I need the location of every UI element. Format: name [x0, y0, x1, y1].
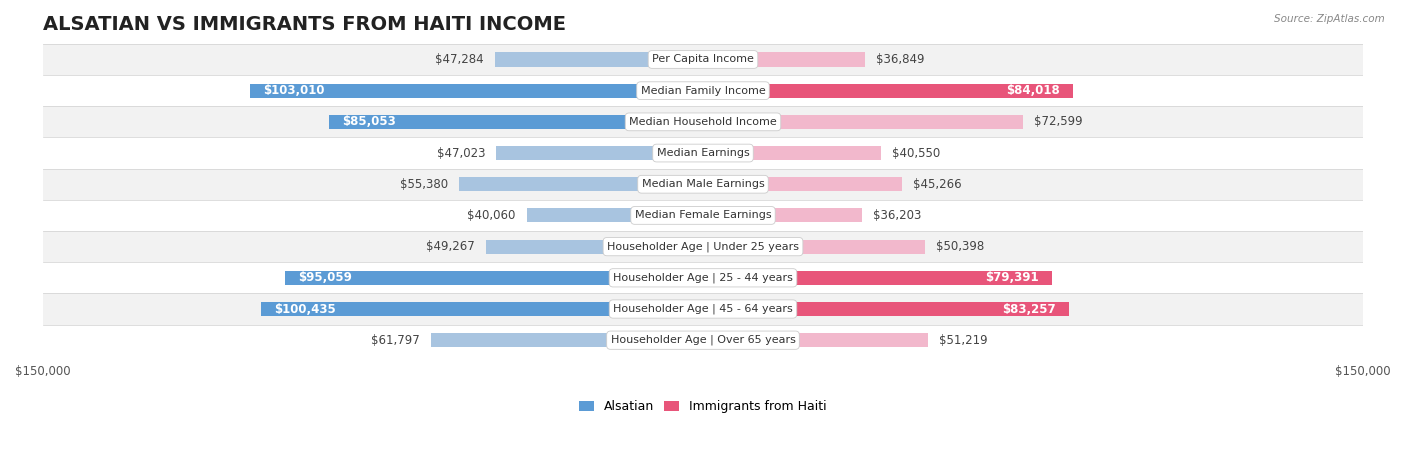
- Bar: [42, 262, 1364, 293]
- Bar: [42, 137, 1364, 169]
- Bar: [703, 177, 903, 191]
- Text: $51,219: $51,219: [939, 334, 988, 347]
- Bar: [42, 169, 1364, 200]
- Bar: [284, 271, 703, 285]
- Bar: [703, 84, 1073, 98]
- Bar: [496, 146, 703, 160]
- Bar: [703, 240, 925, 254]
- Text: $100,435: $100,435: [274, 303, 336, 316]
- Text: $103,010: $103,010: [263, 84, 325, 97]
- Bar: [42, 106, 1364, 137]
- Text: $40,060: $40,060: [467, 209, 516, 222]
- Text: Householder Age | Under 25 years: Householder Age | Under 25 years: [607, 241, 799, 252]
- Text: $45,266: $45,266: [914, 178, 962, 191]
- Text: $85,053: $85,053: [342, 115, 395, 128]
- Bar: [703, 115, 1022, 129]
- Text: $40,550: $40,550: [893, 147, 941, 160]
- Text: $49,267: $49,267: [426, 240, 475, 253]
- Bar: [42, 293, 1364, 325]
- Text: Source: ZipAtlas.com: Source: ZipAtlas.com: [1274, 14, 1385, 24]
- Text: $36,849: $36,849: [876, 53, 925, 66]
- Bar: [495, 52, 703, 66]
- Text: $83,257: $83,257: [1002, 303, 1056, 316]
- Bar: [486, 240, 703, 254]
- Bar: [42, 200, 1364, 231]
- Bar: [703, 146, 882, 160]
- Text: Per Capita Income: Per Capita Income: [652, 55, 754, 64]
- Text: $72,599: $72,599: [1033, 115, 1083, 128]
- Text: $55,380: $55,380: [401, 178, 449, 191]
- Text: Median Family Income: Median Family Income: [641, 85, 765, 96]
- Bar: [703, 52, 865, 66]
- Text: Median Earnings: Median Earnings: [657, 148, 749, 158]
- Bar: [432, 333, 703, 347]
- Bar: [42, 44, 1364, 75]
- Text: Median Male Earnings: Median Male Earnings: [641, 179, 765, 189]
- Bar: [703, 333, 928, 347]
- Bar: [42, 325, 1364, 356]
- Bar: [703, 302, 1070, 316]
- Text: Householder Age | 25 - 44 years: Householder Age | 25 - 44 years: [613, 273, 793, 283]
- Text: Householder Age | Over 65 years: Householder Age | Over 65 years: [610, 335, 796, 346]
- Bar: [460, 177, 703, 191]
- Text: Householder Age | 45 - 64 years: Householder Age | 45 - 64 years: [613, 304, 793, 314]
- Text: $61,797: $61,797: [371, 334, 420, 347]
- Text: $47,023: $47,023: [436, 147, 485, 160]
- Text: ALSATIAN VS IMMIGRANTS FROM HAITI INCOME: ALSATIAN VS IMMIGRANTS FROM HAITI INCOME: [42, 15, 565, 34]
- Bar: [262, 302, 703, 316]
- Bar: [703, 208, 862, 222]
- Text: Median Female Earnings: Median Female Earnings: [634, 211, 772, 220]
- Text: $79,391: $79,391: [986, 271, 1039, 284]
- Legend: Alsatian, Immigrants from Haiti: Alsatian, Immigrants from Haiti: [574, 395, 832, 418]
- Bar: [527, 208, 703, 222]
- Bar: [42, 75, 1364, 106]
- Bar: [329, 115, 703, 129]
- Text: Median Household Income: Median Household Income: [628, 117, 778, 127]
- Text: $95,059: $95,059: [298, 271, 352, 284]
- Bar: [42, 231, 1364, 262]
- Text: $84,018: $84,018: [1005, 84, 1060, 97]
- Bar: [250, 84, 703, 98]
- Text: $36,203: $36,203: [873, 209, 922, 222]
- Text: $50,398: $50,398: [936, 240, 984, 253]
- Bar: [703, 271, 1053, 285]
- Text: $47,284: $47,284: [436, 53, 484, 66]
